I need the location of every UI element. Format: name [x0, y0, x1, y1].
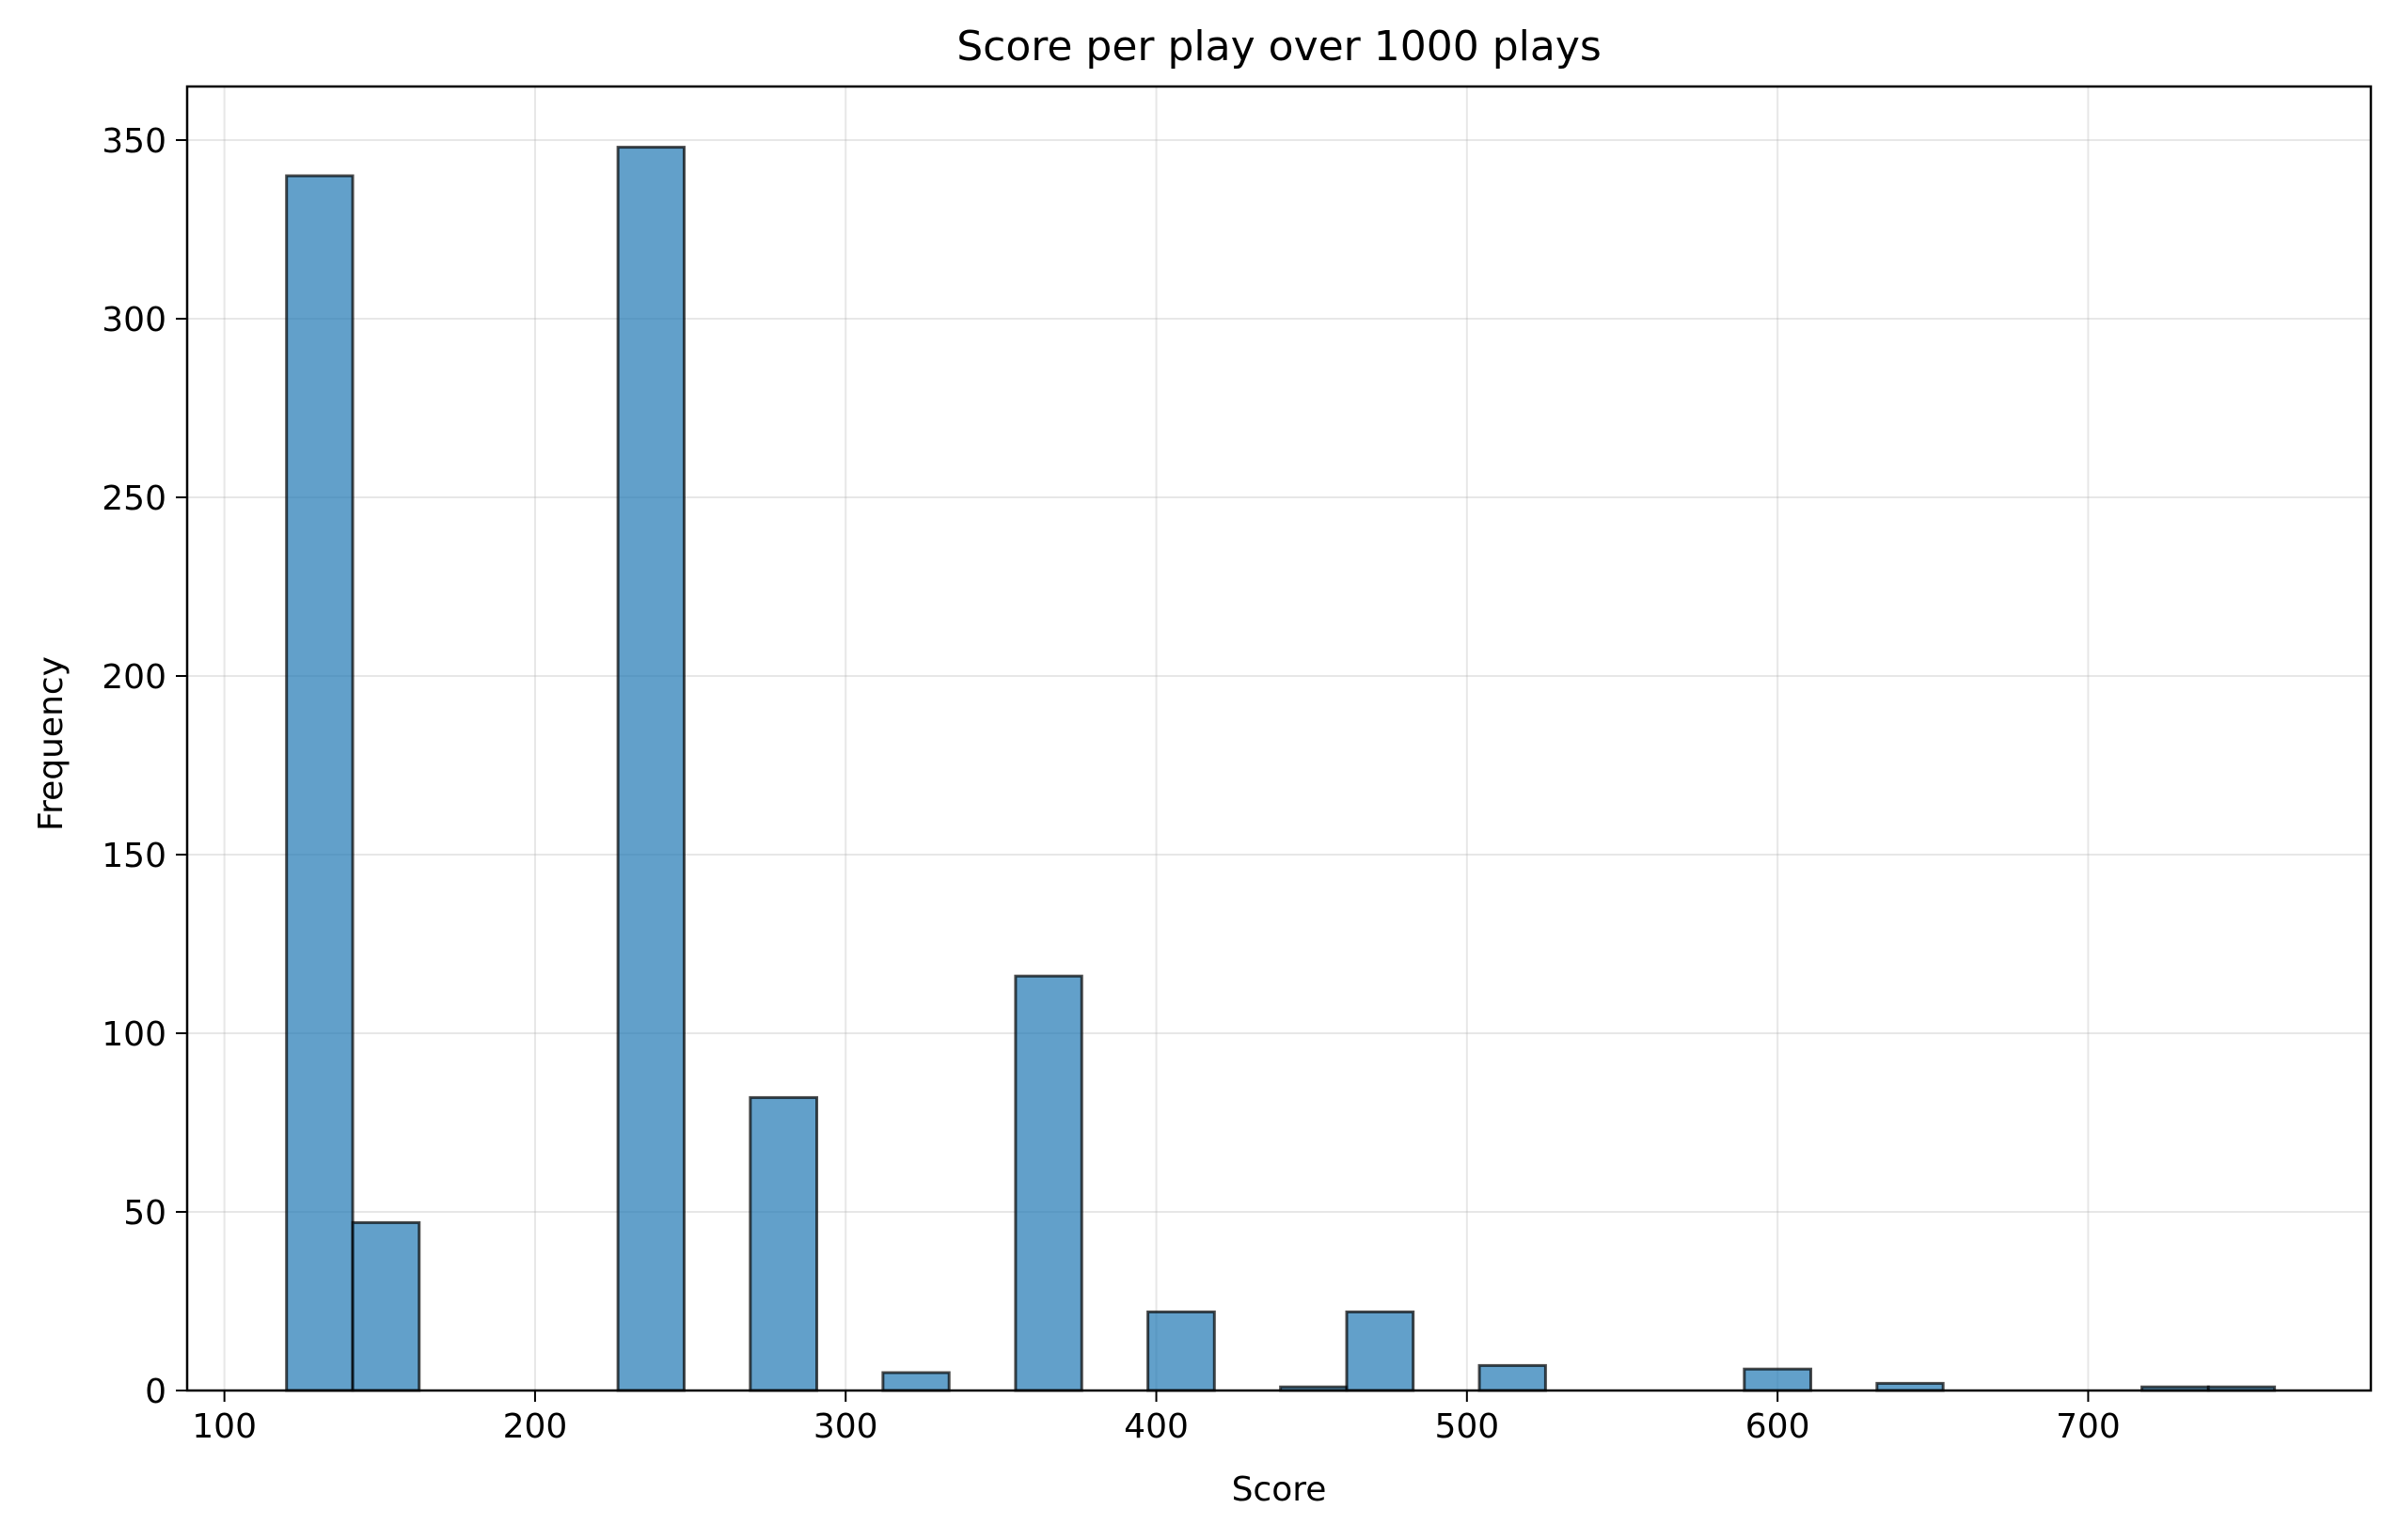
histogram-bar — [881, 1371, 951, 1392]
histogram-bar — [1477, 1363, 1547, 1392]
y-tick-label: 150 — [102, 837, 166, 875]
y-tick-label: 200 — [102, 658, 166, 697]
plot-frame — [185, 85, 2373, 1392]
histogram-bar — [616, 146, 686, 1392]
x-tick-label: 400 — [1124, 1407, 1189, 1446]
y-axis-ticks: 0 50 100 150 200 250 300 350 — [102, 122, 187, 1411]
x-axis-ticks: 100 200 300 400 500 600 700 — [192, 1391, 2121, 1446]
x-tick-label: 300 — [813, 1407, 878, 1446]
histogram-bar — [351, 1220, 421, 1392]
histogram-bar — [1014, 974, 1083, 1392]
y-tick-label: 100 — [102, 1015, 166, 1054]
x-tick-label: 600 — [1745, 1407, 1810, 1446]
y-tick-label: 0 — [145, 1373, 166, 1411]
histogram-bar — [285, 174, 355, 1392]
histogram-bar — [1743, 1367, 1812, 1392]
y-tick-label: 250 — [102, 479, 166, 518]
histogram-bar — [749, 1095, 819, 1392]
x-tick-label: 100 — [192, 1407, 257, 1446]
chart-title: Score per play over 1000 plays — [956, 23, 1602, 71]
histogram-bars — [285, 146, 2277, 1392]
histogram-bar — [1345, 1310, 1415, 1392]
x-tick-label: 500 — [1434, 1407, 1499, 1446]
histogram-bar — [1146, 1310, 1216, 1392]
y-tick-label: 350 — [102, 122, 166, 161]
y-tick-label: 50 — [123, 1194, 166, 1233]
x-tick-label: 200 — [503, 1407, 568, 1446]
x-tick-label: 700 — [2056, 1407, 2121, 1446]
x-axis-label: Score — [1232, 1470, 1327, 1509]
y-tick-label: 300 — [102, 301, 166, 339]
y-axis-label: Frequency — [32, 656, 71, 831]
